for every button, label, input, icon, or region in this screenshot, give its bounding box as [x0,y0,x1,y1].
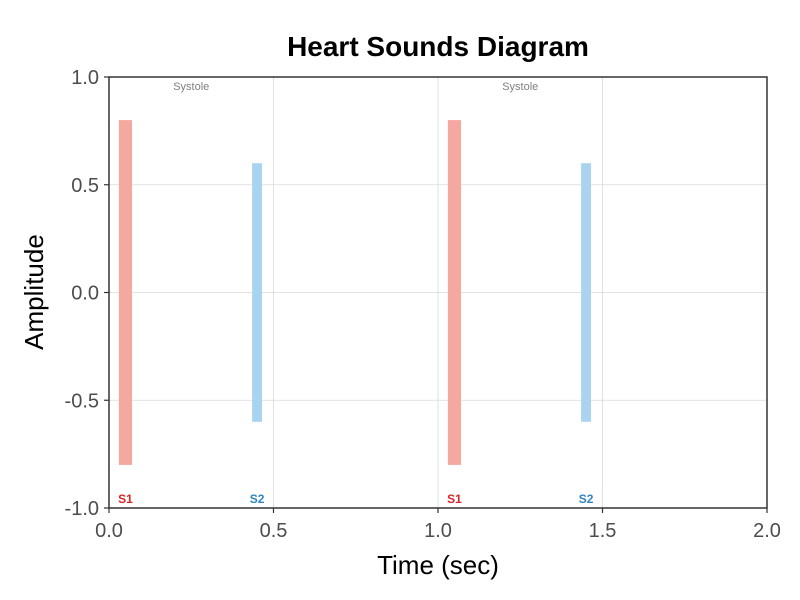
chart-title: Heart Sounds Diagram [287,31,589,62]
x-tick-label: 2.0 [753,520,781,542]
x-tick-label: 1.0 [424,520,452,542]
s1-label: S1 [118,492,133,506]
x-tick-label: 0.5 [260,520,288,542]
x-tick-label: 1.5 [589,520,617,542]
y-tick-label: 0.5 [71,175,99,197]
y-tick-label: 0.0 [71,283,99,305]
s1-bar [447,120,462,465]
y-tick-label: 1.0 [71,67,99,89]
y-axis-label: Amplitude [19,234,49,350]
s2-bar [581,163,591,422]
s2-label: S2 [579,492,594,506]
axis-ticks: 0.0 0.5 1.0 1.5 2.0 -1.0 -0.5 0.0 0.5 1.0 [65,67,781,542]
grid-lines [108,76,768,509]
x-tick-label: 0.0 [95,520,123,542]
x-axis-label: Time (sec) [377,550,499,580]
s2-bar [252,163,262,422]
systole-label: Systole [173,81,209,93]
systole-label: Systole [502,81,538,93]
s1-bar [118,120,133,465]
y-tick-label: -1.0 [65,498,99,520]
s2-label: S2 [250,492,265,506]
s1-label: S1 [447,492,462,506]
sound-bars [118,120,591,465]
annotations: Systole Systole S1 S2 S1 S2 [118,81,594,506]
y-tick-label: -0.5 [65,390,99,412]
